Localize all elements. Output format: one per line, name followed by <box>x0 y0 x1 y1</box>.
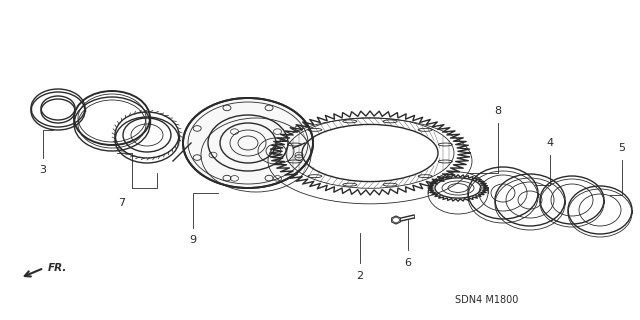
Text: 8: 8 <box>495 106 502 116</box>
Text: 2: 2 <box>356 271 364 281</box>
Text: SDN4 M1800: SDN4 M1800 <box>455 295 518 305</box>
Text: 6: 6 <box>404 258 412 268</box>
Text: 5: 5 <box>618 143 625 153</box>
Text: 4: 4 <box>547 138 554 148</box>
Text: 9: 9 <box>189 235 196 245</box>
Ellipse shape <box>183 98 313 188</box>
Text: 3: 3 <box>40 165 47 175</box>
Text: FR.: FR. <box>48 263 67 273</box>
Text: 7: 7 <box>118 198 125 208</box>
